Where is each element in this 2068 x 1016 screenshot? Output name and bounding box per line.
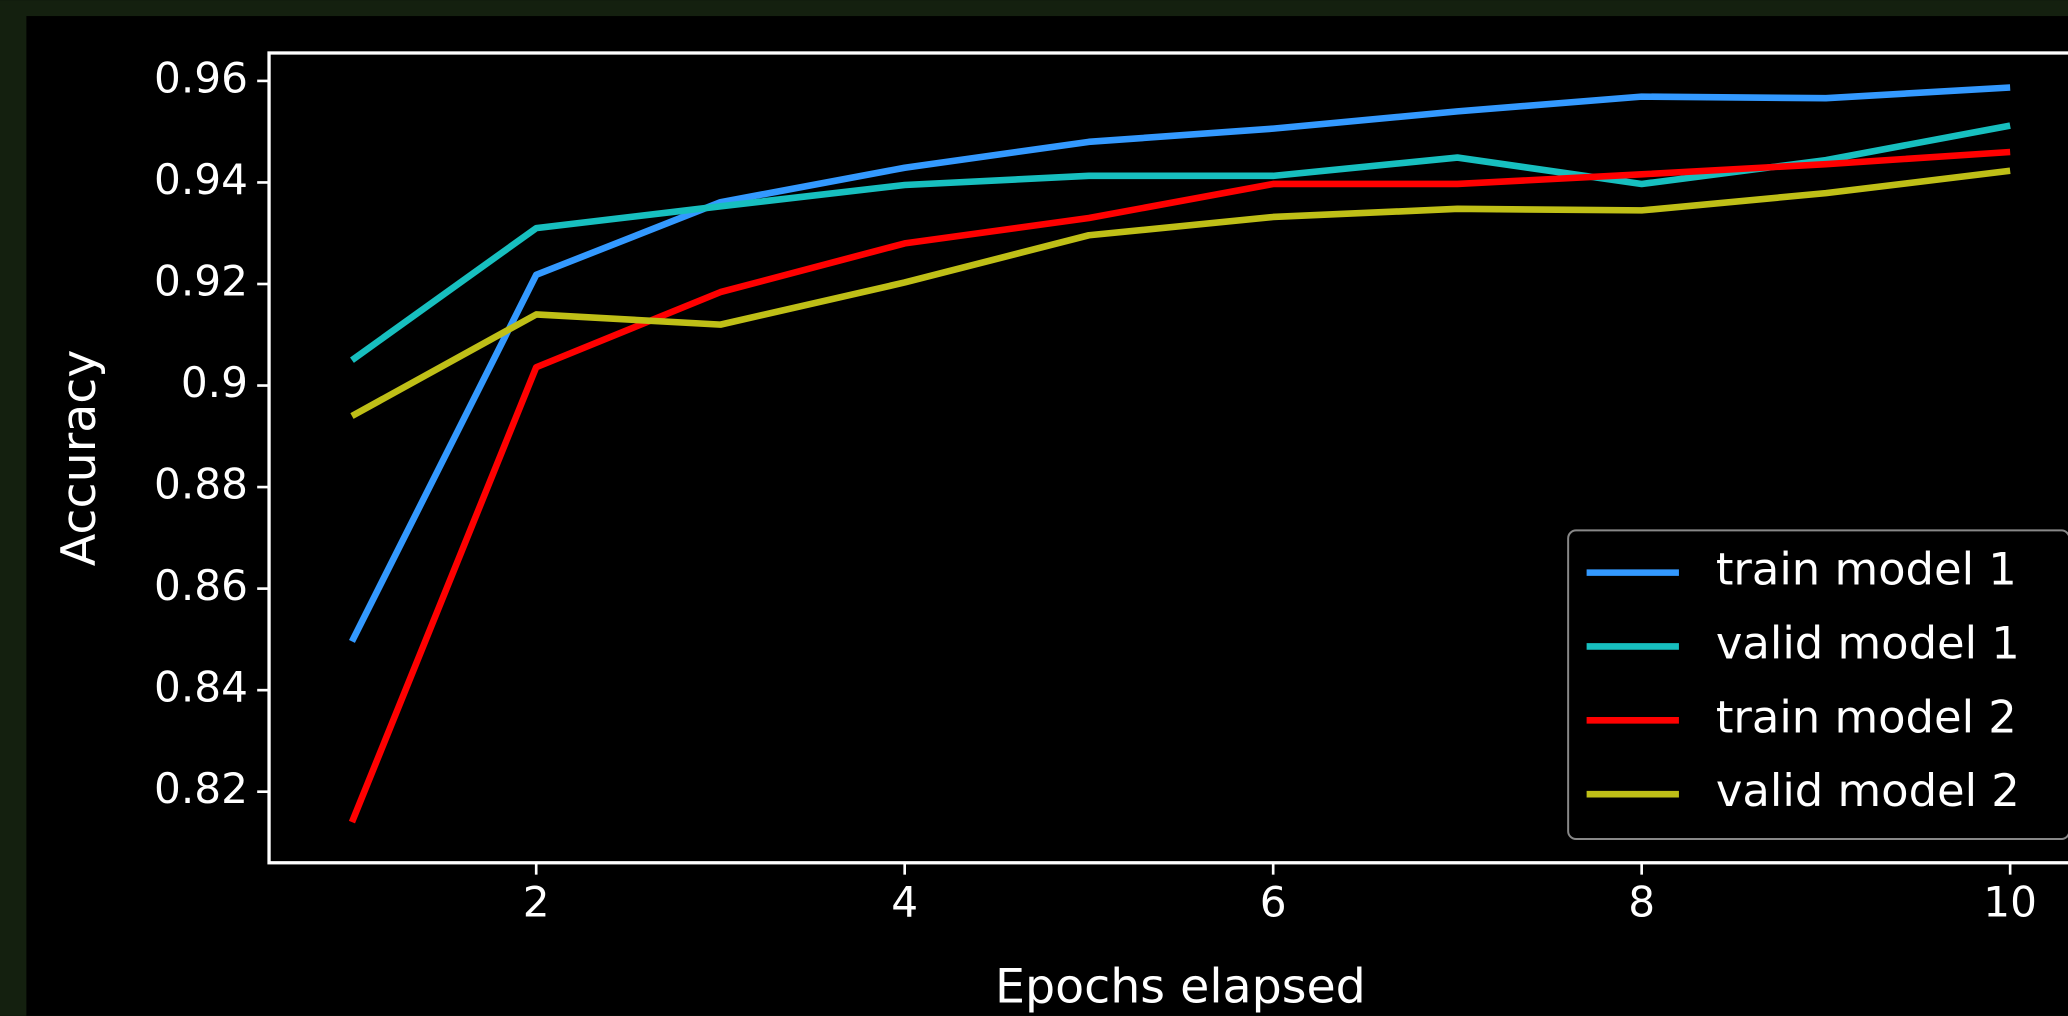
legend-label: valid model 1 xyxy=(1716,616,2020,669)
y-tick-label: 0.88 xyxy=(154,460,248,509)
x-axis-label: Epochs elapsed xyxy=(995,959,1366,1014)
legend-label: valid model 2 xyxy=(1716,764,2020,817)
line xyxy=(348,148,2011,824)
y-tick-label: 0.82 xyxy=(154,764,248,813)
legend-box xyxy=(1567,529,2068,841)
x-tick-label: 10 xyxy=(1983,877,2037,926)
y-tick-label: 0.92 xyxy=(154,256,248,305)
y-tick-label: 0.94 xyxy=(154,155,248,204)
x-tick-label: 2 xyxy=(523,877,550,926)
x-tick-label: 8 xyxy=(1628,877,1655,926)
y-tick-label: 0.86 xyxy=(154,561,248,610)
line xyxy=(349,84,2011,643)
x-tick-label: 6 xyxy=(1260,877,1287,926)
plot-frame xyxy=(267,51,2068,865)
line xyxy=(350,167,2011,419)
y-tick-label: 0.96 xyxy=(154,53,248,102)
y-tick-label: 0.9 xyxy=(181,358,248,407)
x-tick-label: 4 xyxy=(891,877,918,926)
figure xyxy=(26,16,2068,1016)
legend-label: train model 1 xyxy=(1716,543,2017,596)
y-axis-label: Accuracy xyxy=(52,350,107,567)
legend-label: train model 2 xyxy=(1716,690,2017,743)
y-tick-label: 0.84 xyxy=(154,663,248,712)
